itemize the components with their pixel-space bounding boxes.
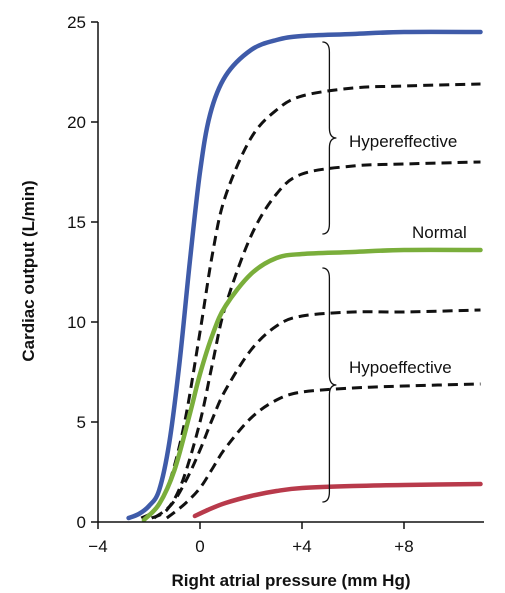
solid-curve-3: [141, 247, 483, 523]
hypereffective-bracket: [322, 41, 337, 235]
y-tick-label: 10: [67, 313, 86, 332]
hypoeffective-label: Hypoeffective: [349, 358, 452, 377]
y-tick-label: 20: [67, 113, 86, 132]
y-tick-label: 25: [67, 13, 86, 32]
x-tick-label: −4: [88, 537, 107, 556]
hypoeffective-bracket: [322, 267, 337, 503]
dashed-curve-4: [153, 308, 481, 520]
dashed-curve-5: [165, 382, 481, 520]
y-tick-label: 15: [67, 213, 86, 232]
solid-curve-6: [192, 481, 483, 519]
dashed-curve-2: [150, 160, 481, 520]
y-axis-title: Cardiac output (L/min): [19, 180, 38, 361]
x-axis-title: Right atrial pressure (mm Hg): [172, 571, 411, 590]
dashed-curve-1: [140, 82, 481, 520]
x-tick-label: 0: [195, 537, 204, 556]
brackets: [322, 41, 337, 503]
normal-label: Normal: [412, 223, 467, 242]
y-tick-label: 0: [77, 513, 86, 532]
axes: [97, 22, 484, 523]
solid-curve-0: [126, 29, 483, 521]
y-tick-label: 5: [77, 413, 86, 432]
hypereffective-label: Hypereffective: [349, 132, 457, 151]
x-tick-label: +4: [292, 537, 311, 556]
series-layer: [126, 29, 483, 523]
x-tick-label: +8: [394, 537, 413, 556]
